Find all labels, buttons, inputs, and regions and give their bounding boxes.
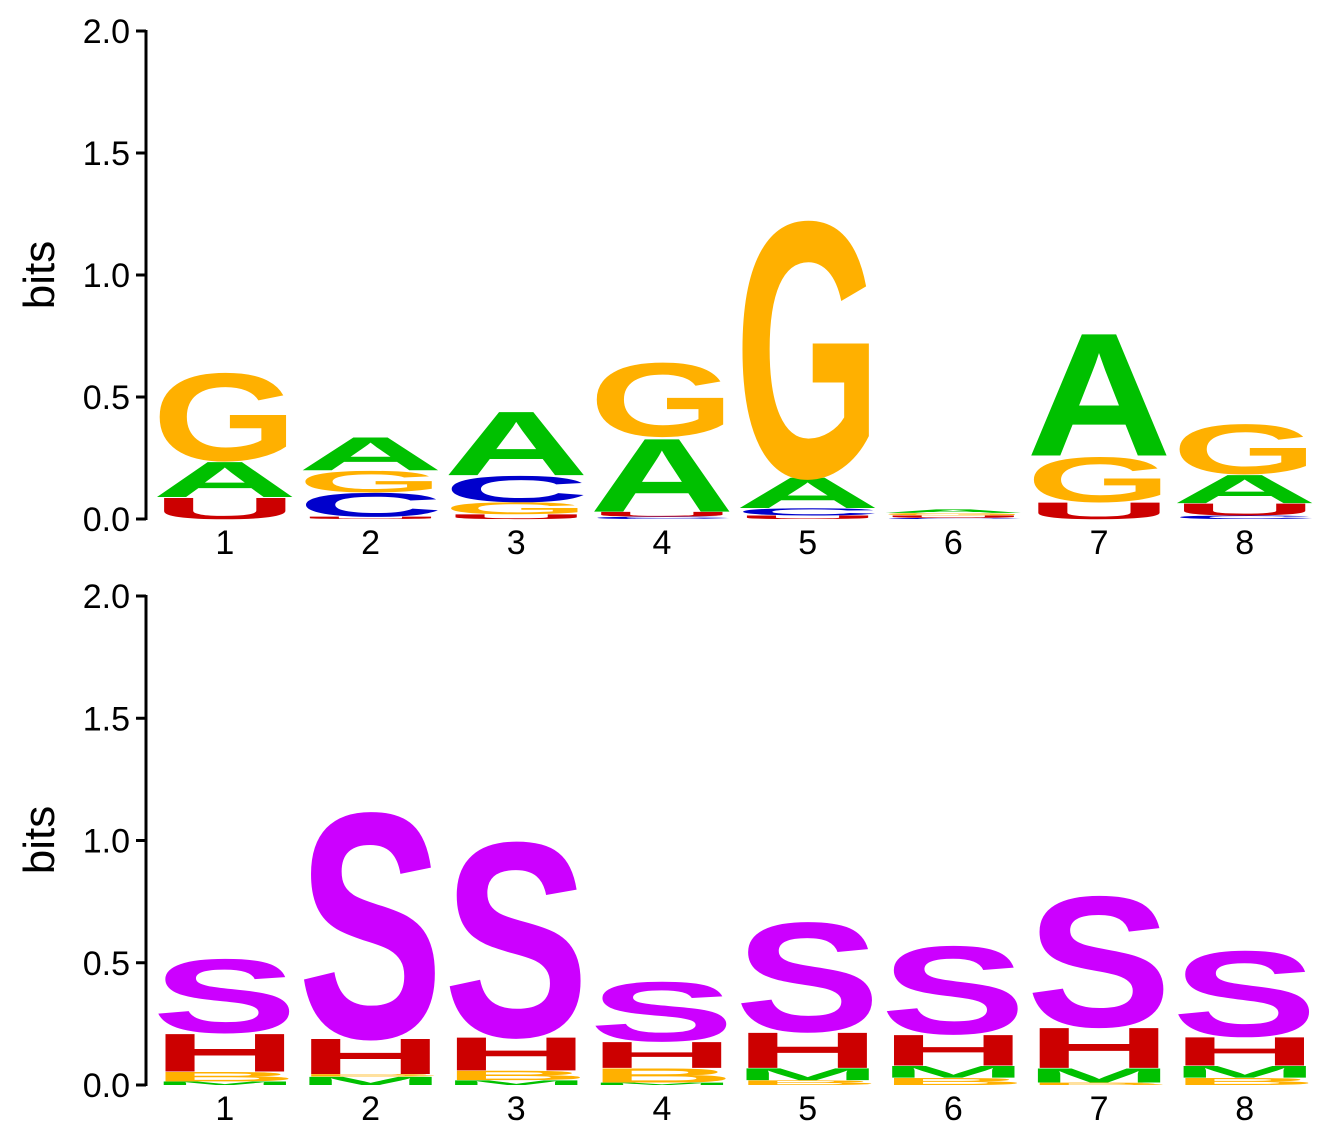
logo-letter-G: G xyxy=(589,342,735,459)
logo-letter-G: G xyxy=(735,145,881,554)
logo-letter-M: M xyxy=(735,1065,881,1084)
logo-letter-M: M xyxy=(443,1079,589,1087)
logo-letter-A: A xyxy=(589,417,735,535)
y-axis-title: bits xyxy=(15,241,64,309)
top-logo-panel: 0.00.51.01.52.0bits1UAG2UCGA3UGCA4CUAG5U… xyxy=(15,13,1318,562)
x-tick-label: 3 xyxy=(507,524,526,562)
logo-letter-U: U xyxy=(298,516,444,520)
logo-letter-G: G xyxy=(1172,410,1318,489)
logo-letter-A: A xyxy=(1172,466,1318,512)
y-axis-title: bits xyxy=(15,806,64,874)
logo-letter-U: U xyxy=(881,515,1027,519)
logo-letter-U: U xyxy=(1026,498,1172,524)
x-tick-label: 7 xyxy=(1090,524,1109,562)
y-tick-label: 1.0 xyxy=(83,823,130,861)
logo-letter-M: M xyxy=(152,1080,298,1086)
logo-letter-U: U xyxy=(735,514,881,520)
logo-letter-A: A xyxy=(735,468,881,517)
y-tick-label: 1.0 xyxy=(83,257,130,295)
x-tick-label: 3 xyxy=(507,1090,526,1128)
x-tick-label: 4 xyxy=(652,524,671,562)
logo-letter-B: B xyxy=(152,1069,298,1084)
logo-letter-B: B xyxy=(881,1076,1027,1087)
logo-letter-H: H xyxy=(1172,1028,1318,1074)
x-tick-label: 8 xyxy=(1235,1090,1254,1128)
logo-letter-G: G xyxy=(1026,444,1172,516)
y-tick-label: 1.5 xyxy=(83,700,130,738)
logo-letter-B: B xyxy=(1172,1076,1318,1087)
logo-letter-A: A xyxy=(881,508,1027,514)
logo-letter-C: C xyxy=(298,486,444,524)
logo-letter-M: M xyxy=(881,1062,1027,1081)
x-tick-label: 4 xyxy=(652,1090,671,1128)
logo-letter-U: U xyxy=(1172,500,1318,519)
logo-letter-G: G xyxy=(152,347,298,487)
logo-letter-B: B xyxy=(1026,1082,1172,1086)
logo-letter-G: G xyxy=(443,499,589,518)
logo-letter-S: S xyxy=(443,785,589,1097)
logo-letter-S: S xyxy=(1026,858,1172,1067)
logo-letter-M: M xyxy=(298,1074,444,1087)
logo-letter-S: S xyxy=(298,747,444,1107)
y-tick-label: 2.0 xyxy=(83,578,130,616)
logo-letter-C: C xyxy=(589,516,735,520)
y-tick-label: 0.0 xyxy=(83,501,130,539)
logo-letter-C: C xyxy=(1172,514,1318,520)
logo-letter-U: U xyxy=(589,510,735,518)
logo-letter-C: C xyxy=(735,506,881,517)
logo-letter-H: H xyxy=(152,1023,298,1084)
logo-letter-S: S xyxy=(735,891,881,1065)
y-tick-label: 2.0 xyxy=(83,13,130,51)
logo-letter-M: M xyxy=(1172,1062,1318,1081)
logo-letter-H: H xyxy=(881,1026,1027,1075)
x-tick-label: 8 xyxy=(1235,524,1254,562)
logo-letter-S: S xyxy=(1172,926,1318,1063)
logo-letter-U: U xyxy=(443,513,589,521)
logo-letter-G: G xyxy=(881,512,1027,516)
x-tick-label: 2 xyxy=(361,1090,380,1128)
logo-letter-C: C xyxy=(443,468,589,510)
x-tick-label: 5 xyxy=(798,1090,817,1128)
y-tick-label: 1.5 xyxy=(83,135,130,173)
logo-letter-B: B xyxy=(735,1079,881,1087)
logo-letter-S: S xyxy=(589,965,735,1060)
x-tick-label: 1 xyxy=(215,524,234,562)
bottom-logo-panel: 0.00.51.01.52.0bits1MBHS2MBHS3MBHS4MBHS5… xyxy=(15,578,1318,1128)
y-tick-label: 0.5 xyxy=(83,945,130,983)
logo-letter-B: B xyxy=(298,1073,444,1077)
logo-letter-U: U xyxy=(152,491,298,525)
y-tick-label: 0.5 xyxy=(83,379,130,417)
logo-letter-A: A xyxy=(1026,297,1172,493)
logo-letter-B: B xyxy=(443,1068,589,1083)
x-tick-label: 6 xyxy=(944,1090,963,1128)
x-tick-label: 7 xyxy=(1090,1090,1109,1128)
logo-letter-M: M xyxy=(589,1082,735,1086)
logo-letter-A: A xyxy=(443,393,589,495)
logo-letter-H: H xyxy=(1026,1016,1172,1080)
logo-letter-H: H xyxy=(735,1022,881,1079)
logo-letter-A: A xyxy=(152,451,298,508)
x-tick-label: 5 xyxy=(798,524,817,562)
logo-letter-B: B xyxy=(589,1064,735,1087)
y-tick-label: 0.0 xyxy=(83,1067,130,1105)
logo-letter-G: G xyxy=(298,465,444,499)
logo-letter-M: M xyxy=(1026,1064,1172,1087)
logo-letter-H: H xyxy=(589,1034,735,1076)
logo-letter-A: A xyxy=(298,427,444,480)
logo-letter-S: S xyxy=(881,920,1027,1060)
x-tick-label: 6 xyxy=(944,524,963,562)
x-tick-label: 2 xyxy=(361,524,380,562)
x-tick-label: 1 xyxy=(215,1090,234,1128)
logo-letter-S: S xyxy=(152,938,298,1055)
logo-letter-C: C xyxy=(881,517,1027,519)
logo-letter-H: H xyxy=(298,1028,444,1085)
logo-letter-H: H xyxy=(443,1028,589,1081)
